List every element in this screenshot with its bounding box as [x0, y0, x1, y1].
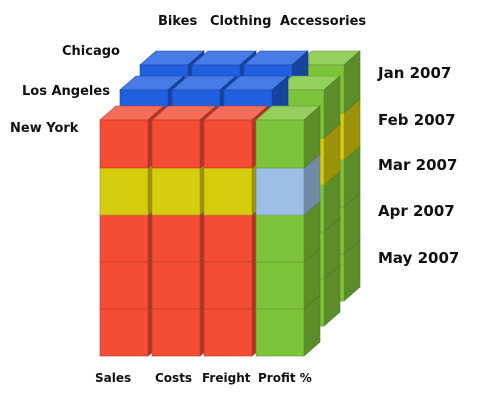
top-label-bikes: Bikes: [158, 14, 198, 29]
measure-label-freight: Freight: [202, 371, 251, 385]
top-label-clothing: Clothing: [210, 14, 272, 29]
month-label-mar-2007: Mar 2007: [378, 156, 458, 174]
cube-front-face: [99, 105, 321, 357]
month-label-may-2007: May 2007: [378, 249, 460, 267]
cube-front-r0-c3: [255, 105, 321, 169]
month-label-feb-2007: Feb 2007: [378, 111, 456, 129]
month-label-apr-2007: Apr 2007: [378, 202, 455, 220]
city-label-chicago: Chicago: [62, 44, 120, 59]
measure-label-sales: Sales: [95, 371, 132, 385]
measure-label-costs: Costs: [155, 371, 193, 385]
measure-label-profit: Profit %: [258, 371, 312, 385]
month-label-jan-2007: Jan 2007: [378, 64, 452, 82]
top-label-accessories: Accessories: [280, 14, 367, 29]
city-label-new-york: New York: [10, 121, 79, 136]
city-label-los-angeles: Los Angeles: [22, 84, 110, 99]
